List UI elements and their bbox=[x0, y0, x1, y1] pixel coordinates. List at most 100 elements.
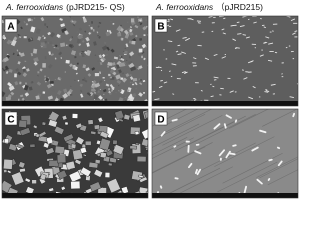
grain bbox=[42, 63, 46, 68]
grain bbox=[106, 29, 109, 33]
crystal bbox=[97, 116, 104, 123]
grain bbox=[16, 49, 19, 52]
fleck bbox=[290, 18, 296, 22]
grain bbox=[6, 39, 12, 45]
grain bbox=[128, 51, 135, 57]
micrograph: D bbox=[151, 108, 299, 199]
strain: (pJRD215- QS) bbox=[66, 2, 125, 12]
panel-border bbox=[151, 15, 299, 107]
grain bbox=[119, 55, 121, 57]
grain bbox=[108, 73, 111, 77]
rod bbox=[174, 177, 179, 180]
grain bbox=[138, 48, 143, 53]
grain bbox=[60, 23, 65, 28]
fleck bbox=[157, 66, 162, 69]
grain bbox=[72, 23, 76, 27]
fleck bbox=[272, 30, 274, 32]
crystal bbox=[85, 140, 92, 146]
rod bbox=[187, 144, 190, 153]
grain bbox=[119, 62, 126, 68]
rod bbox=[159, 185, 163, 189]
crystal bbox=[119, 118, 124, 123]
crystal bbox=[79, 166, 92, 178]
grain bbox=[128, 55, 132, 59]
grain bbox=[108, 88, 111, 91]
fleck bbox=[243, 77, 248, 80]
crystal bbox=[63, 133, 74, 143]
rod bbox=[229, 152, 236, 156]
grain bbox=[134, 24, 139, 29]
fleck bbox=[263, 41, 268, 44]
grain bbox=[94, 72, 100, 77]
panel-label: B bbox=[157, 22, 164, 33]
fleck bbox=[158, 85, 163, 88]
crystal bbox=[16, 143, 24, 150]
grain bbox=[143, 57, 146, 61]
grain bbox=[128, 40, 133, 44]
crystal bbox=[75, 122, 83, 129]
grain bbox=[44, 40, 48, 44]
grain bbox=[62, 92, 69, 99]
grain bbox=[102, 99, 105, 101]
fleck bbox=[267, 59, 273, 62]
grain bbox=[47, 95, 54, 100]
crystal bbox=[39, 173, 47, 181]
grain bbox=[142, 26, 147, 31]
grain bbox=[91, 88, 96, 92]
grain bbox=[27, 93, 29, 95]
grain bbox=[28, 74, 30, 76]
label-box bbox=[4, 111, 18, 126]
rod bbox=[259, 129, 267, 134]
grain bbox=[130, 20, 136, 26]
label-box bbox=[4, 18, 18, 33]
crystal bbox=[18, 161, 26, 169]
grain bbox=[21, 97, 25, 101]
grain bbox=[137, 16, 139, 18]
fleck bbox=[210, 95, 214, 98]
grain bbox=[59, 77, 62, 80]
grain bbox=[128, 62, 135, 69]
grain bbox=[91, 80, 94, 83]
grain bbox=[82, 64, 87, 69]
grain bbox=[8, 69, 13, 73]
grain bbox=[40, 42, 45, 47]
grain bbox=[40, 17, 45, 22]
grain bbox=[97, 90, 100, 93]
grain bbox=[64, 71, 67, 73]
grain bbox=[28, 86, 33, 91]
streak bbox=[262, 109, 298, 127]
crystal bbox=[4, 138, 9, 144]
grain bbox=[74, 79, 76, 82]
grain bbox=[102, 71, 104, 73]
grain bbox=[10, 91, 15, 96]
grain bbox=[44, 23, 47, 26]
rod bbox=[218, 149, 226, 157]
info-bar bbox=[2, 101, 148, 106]
crystal bbox=[79, 146, 88, 154]
grain bbox=[72, 50, 76, 54]
grain bbox=[85, 49, 92, 56]
rod bbox=[232, 144, 237, 147]
grain bbox=[113, 56, 119, 60]
grain bbox=[135, 87, 138, 90]
grain bbox=[145, 19, 148, 21]
rod bbox=[196, 168, 202, 176]
crystal bbox=[45, 136, 54, 145]
rod bbox=[173, 145, 177, 148]
fleck bbox=[259, 54, 264, 57]
crystal bbox=[105, 149, 114, 157]
crystal bbox=[90, 130, 97, 135]
grain bbox=[80, 93, 84, 98]
rod bbox=[225, 150, 231, 159]
fleck bbox=[234, 47, 238, 50]
grain bbox=[47, 31, 51, 36]
grain bbox=[33, 57, 39, 63]
rod bbox=[277, 160, 283, 167]
texture bbox=[2, 109, 148, 198]
grain bbox=[27, 18, 32, 22]
grain bbox=[119, 58, 121, 60]
grain bbox=[35, 28, 41, 35]
grain bbox=[90, 82, 97, 89]
grain bbox=[68, 43, 73, 48]
streak bbox=[164, 109, 213, 133]
